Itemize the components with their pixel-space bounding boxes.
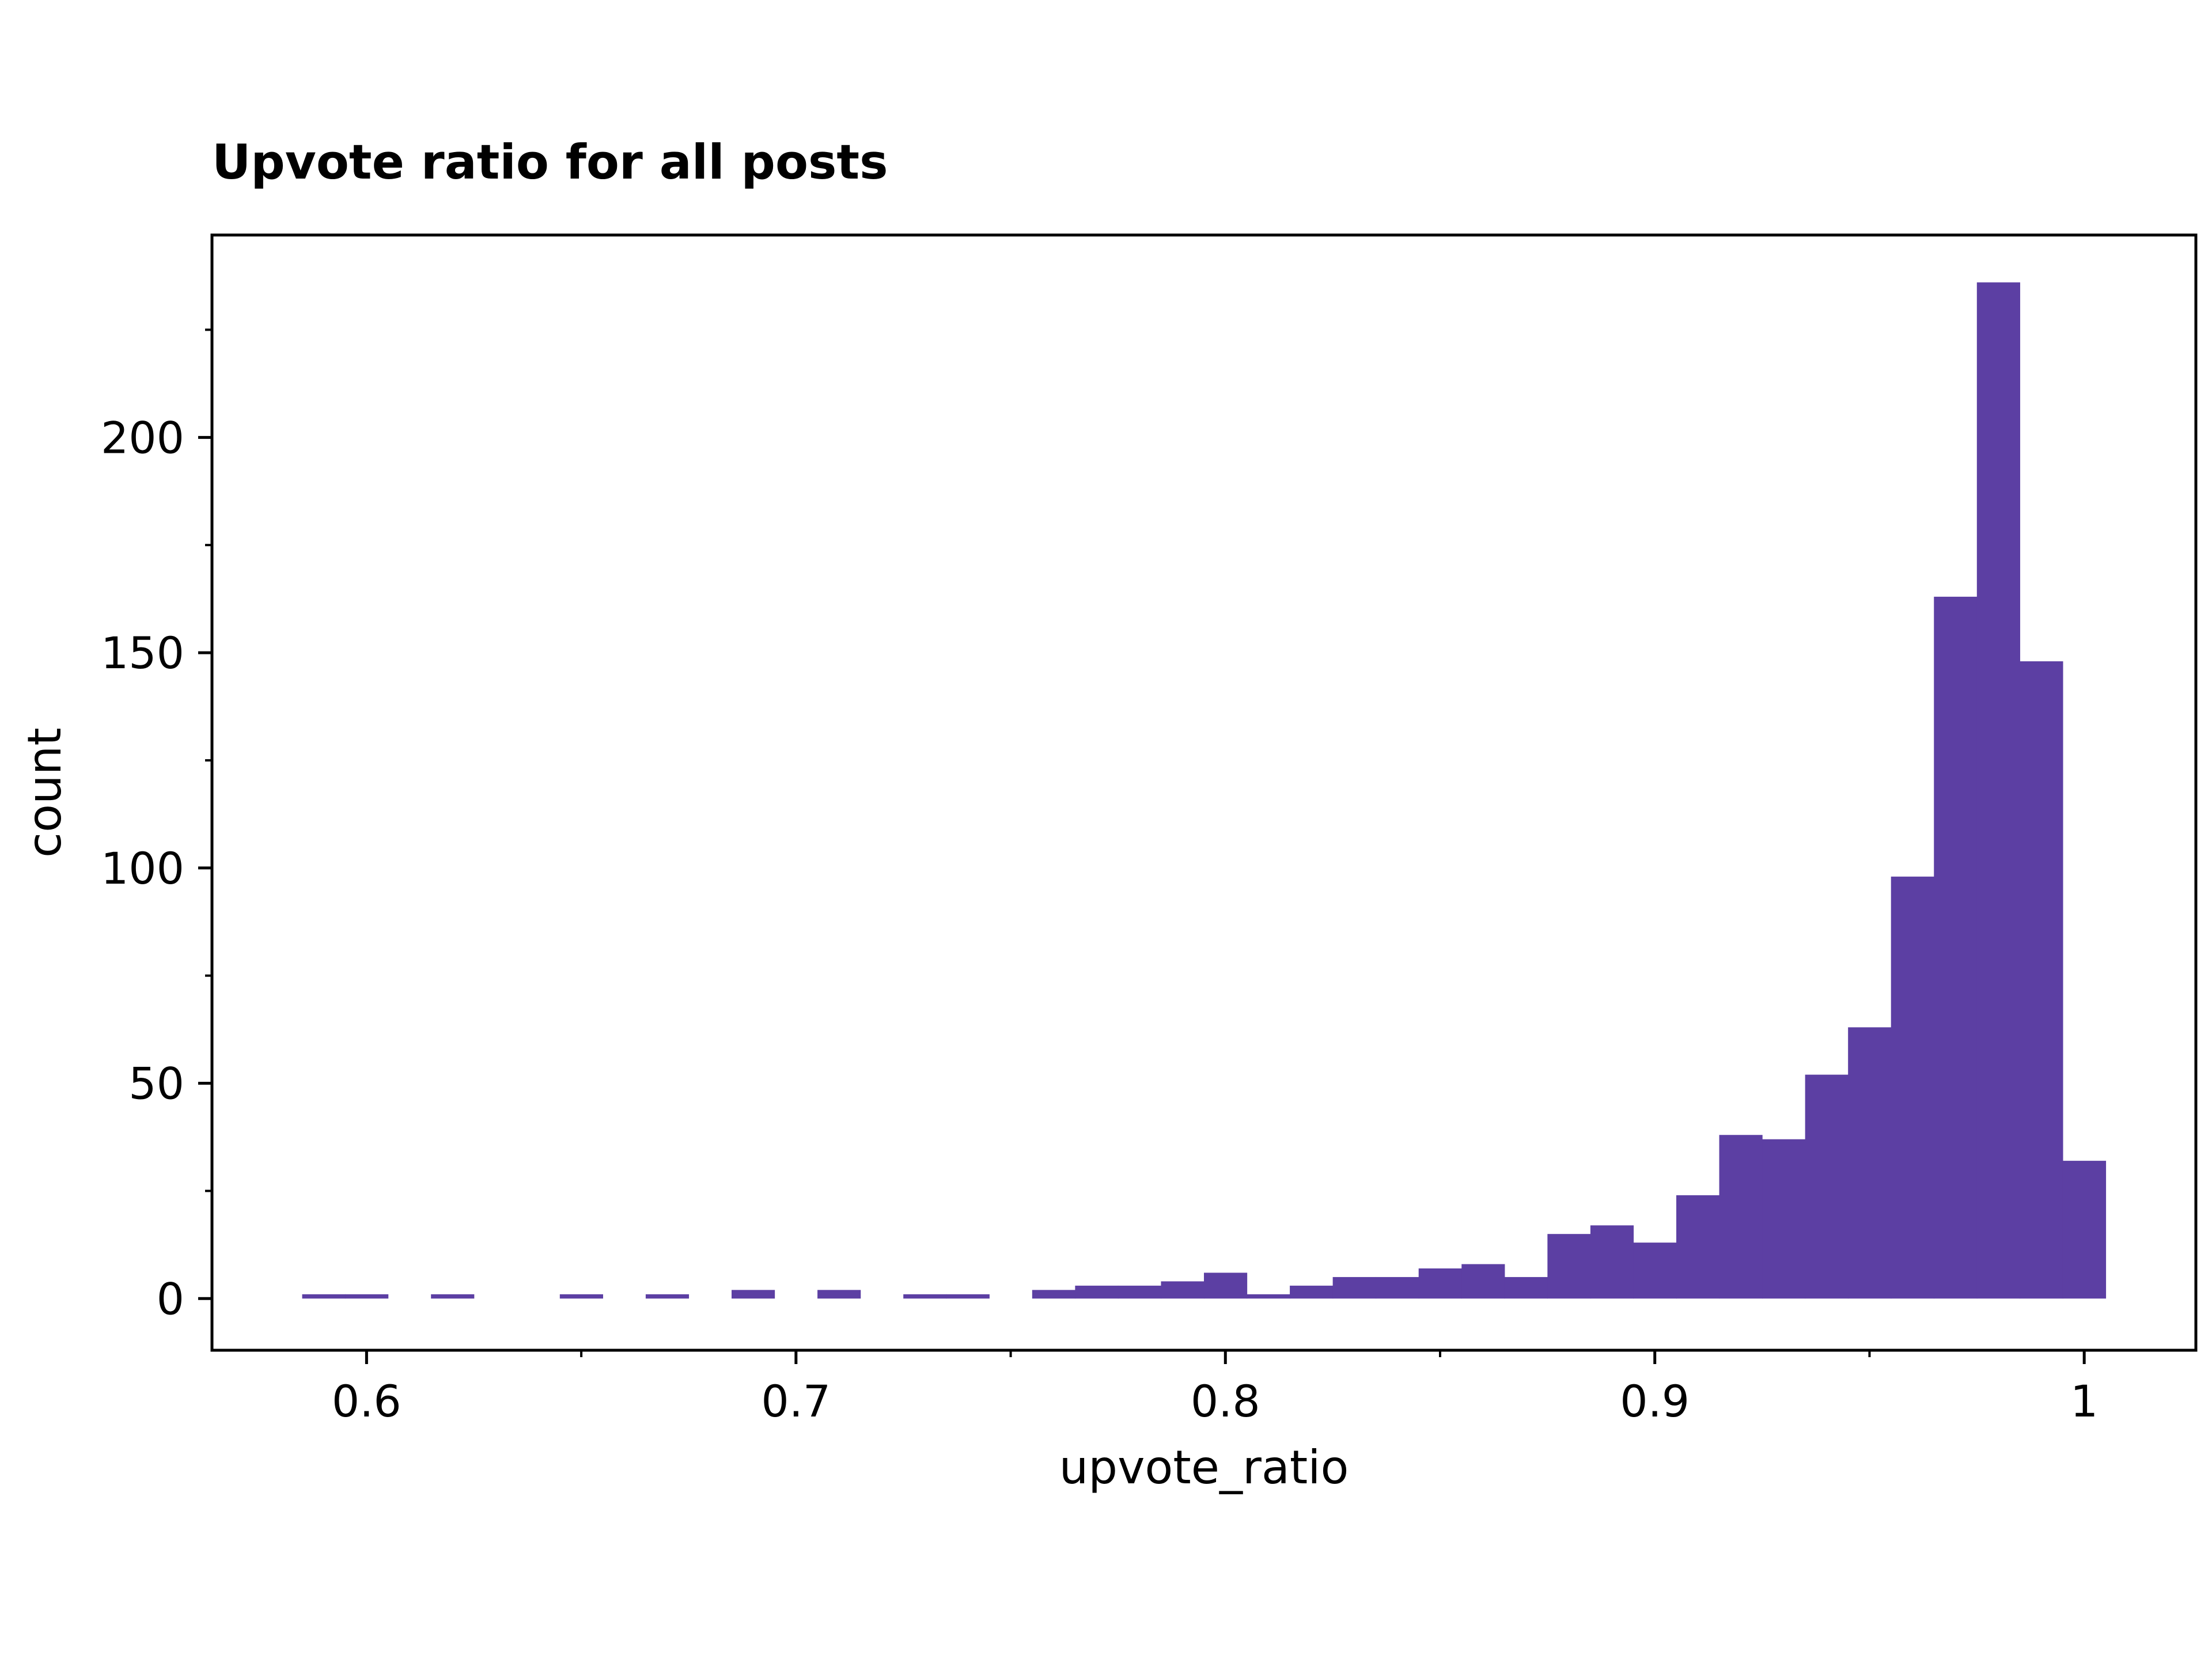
histogram-bar [1504, 1277, 1548, 1299]
histogram-bar [2020, 661, 2063, 1299]
y-axis-label: count [18, 728, 71, 858]
histogram-bar [1848, 1027, 1892, 1299]
x-tick-label: 0.8 [1191, 1376, 1260, 1427]
x-tick-label: 0.7 [761, 1376, 831, 1427]
y-tick-label: 0 [157, 1273, 184, 1324]
histogram-bar [1204, 1272, 1248, 1299]
histogram-bar [1590, 1225, 1634, 1299]
y-tick-label: 50 [128, 1058, 184, 1109]
histogram-bar [1376, 1277, 1419, 1299]
histogram-bar [1461, 1264, 1505, 1299]
histogram-bar [732, 1290, 775, 1299]
histogram-bar [345, 1294, 389, 1299]
histogram-bar [1976, 282, 2020, 1299]
histogram-bar [1934, 596, 1978, 1299]
y-axis-ticks: 0 50 100 150 200 [101, 328, 212, 1324]
histogram-bar [1418, 1268, 1462, 1299]
histogram-bars [302, 282, 2107, 1299]
histogram-bar [431, 1294, 475, 1299]
histogram-bar [1547, 1234, 1591, 1299]
histogram-bar [1332, 1277, 1376, 1299]
histogram-bar [1762, 1139, 1806, 1299]
x-tick-label: 0.6 [332, 1376, 402, 1427]
histogram-bar [302, 1294, 346, 1299]
histogram-bar [1633, 1243, 1677, 1299]
histogram-bar [946, 1294, 990, 1299]
histogram-bar [1075, 1285, 1119, 1299]
histogram-bar [903, 1294, 947, 1299]
histogram-bar [1719, 1135, 1763, 1299]
histogram-bar [1247, 1294, 1290, 1299]
chart-title: Upvote ratio for all posts [212, 134, 888, 190]
histogram-bar [1891, 876, 1934, 1299]
histogram-bar [1805, 1074, 1849, 1299]
histogram-bar [1676, 1195, 1720, 1299]
histogram-bar [1118, 1285, 1162, 1299]
histogram-bar [559, 1294, 603, 1299]
y-tick-label: 200 [101, 412, 184, 463]
histogram-bar [1290, 1285, 1334, 1299]
y-tick-label: 100 [101, 843, 184, 894]
histogram-bar [1161, 1281, 1205, 1299]
histogram-bar [645, 1294, 690, 1299]
histogram-bar [817, 1290, 861, 1299]
y-tick-label: 150 [101, 627, 184, 679]
x-tick-label: 1 [2070, 1376, 2098, 1427]
histogram-bar [2062, 1161, 2107, 1299]
plot-frame [210, 233, 2198, 1352]
x-axis-ticks: 0.6 0.7 0.8 0.9 1 [332, 1350, 2098, 1427]
histogram-bar [1032, 1290, 1075, 1299]
x-axis-label: upvote_ratio [1059, 1441, 1349, 1494]
x-tick-label: 0.9 [1620, 1376, 1690, 1427]
